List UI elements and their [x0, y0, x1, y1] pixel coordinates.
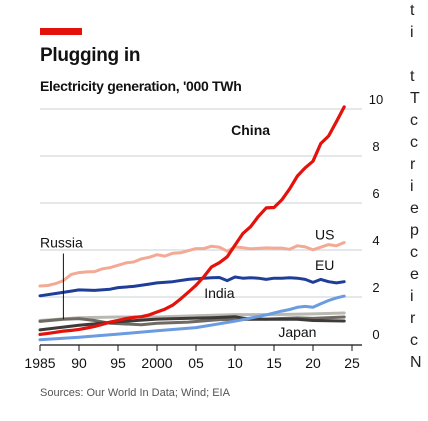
cutoff-letter: c	[410, 332, 418, 349]
cutoff-letter: e	[410, 200, 419, 217]
x-tick-label: 90	[71, 355, 87, 371]
series-label-russia: Russia	[40, 235, 83, 251]
y-tick-label: 6	[372, 186, 379, 201]
cutoff-letter: c	[410, 134, 418, 151]
x-tick-label: 20	[305, 355, 321, 371]
chart-title: Plugging in	[40, 45, 141, 66]
accent-tag	[40, 28, 82, 35]
series-label-us: US	[315, 226, 334, 242]
y-tick-label: 0	[372, 327, 379, 342]
cutoff-letter: i	[410, 288, 414, 305]
y-tick-label: 2	[372, 280, 379, 295]
cutoff-letter: t	[410, 2, 415, 19]
x-tick-label: 2000	[141, 355, 172, 371]
y-tick-label: 10	[369, 92, 383, 107]
series-line-us	[38, 241, 346, 288]
y-tick-label: 8	[372, 139, 379, 154]
x-tick-label: 25	[344, 355, 360, 371]
cutoff-letter: c	[410, 112, 418, 129]
cutoff-letter: i	[410, 178, 414, 195]
series-label-japan: Japan	[278, 324, 316, 340]
cutoff-letter: e	[410, 266, 419, 283]
x-tick-label: 10	[227, 355, 243, 371]
cutoff-letter: N	[410, 354, 422, 371]
y-tick-label: 4	[372, 233, 379, 248]
x-tick-label: 05	[188, 355, 204, 371]
series-label-india: India	[204, 285, 235, 301]
x-tick-label: 1985	[24, 355, 55, 371]
series-line-unlabelled	[38, 311, 346, 322]
cutoff-letter: r	[410, 310, 416, 327]
series-line-india	[38, 294, 346, 342]
series-label-china: China	[231, 122, 270, 138]
cutoff-letter: r	[410, 156, 416, 173]
series-line-eu	[38, 275, 346, 298]
series-line-china	[38, 105, 346, 336]
series-label-eu: EU	[315, 257, 334, 273]
cutoff-letter: t	[410, 68, 415, 85]
cutoff-letter: T	[410, 90, 420, 107]
x-tick-label: 95	[110, 355, 126, 371]
cutoff-letter: p	[410, 222, 419, 239]
cutoff-letter: i	[410, 24, 414, 41]
chart-subtitle: Electricity generation, '000 TWh	[40, 78, 242, 94]
source-note: Sources: Our World In Data; Wind; EIA	[40, 387, 230, 399]
cutoff-letter: c	[410, 244, 418, 261]
x-tick-label: 15	[266, 355, 282, 371]
